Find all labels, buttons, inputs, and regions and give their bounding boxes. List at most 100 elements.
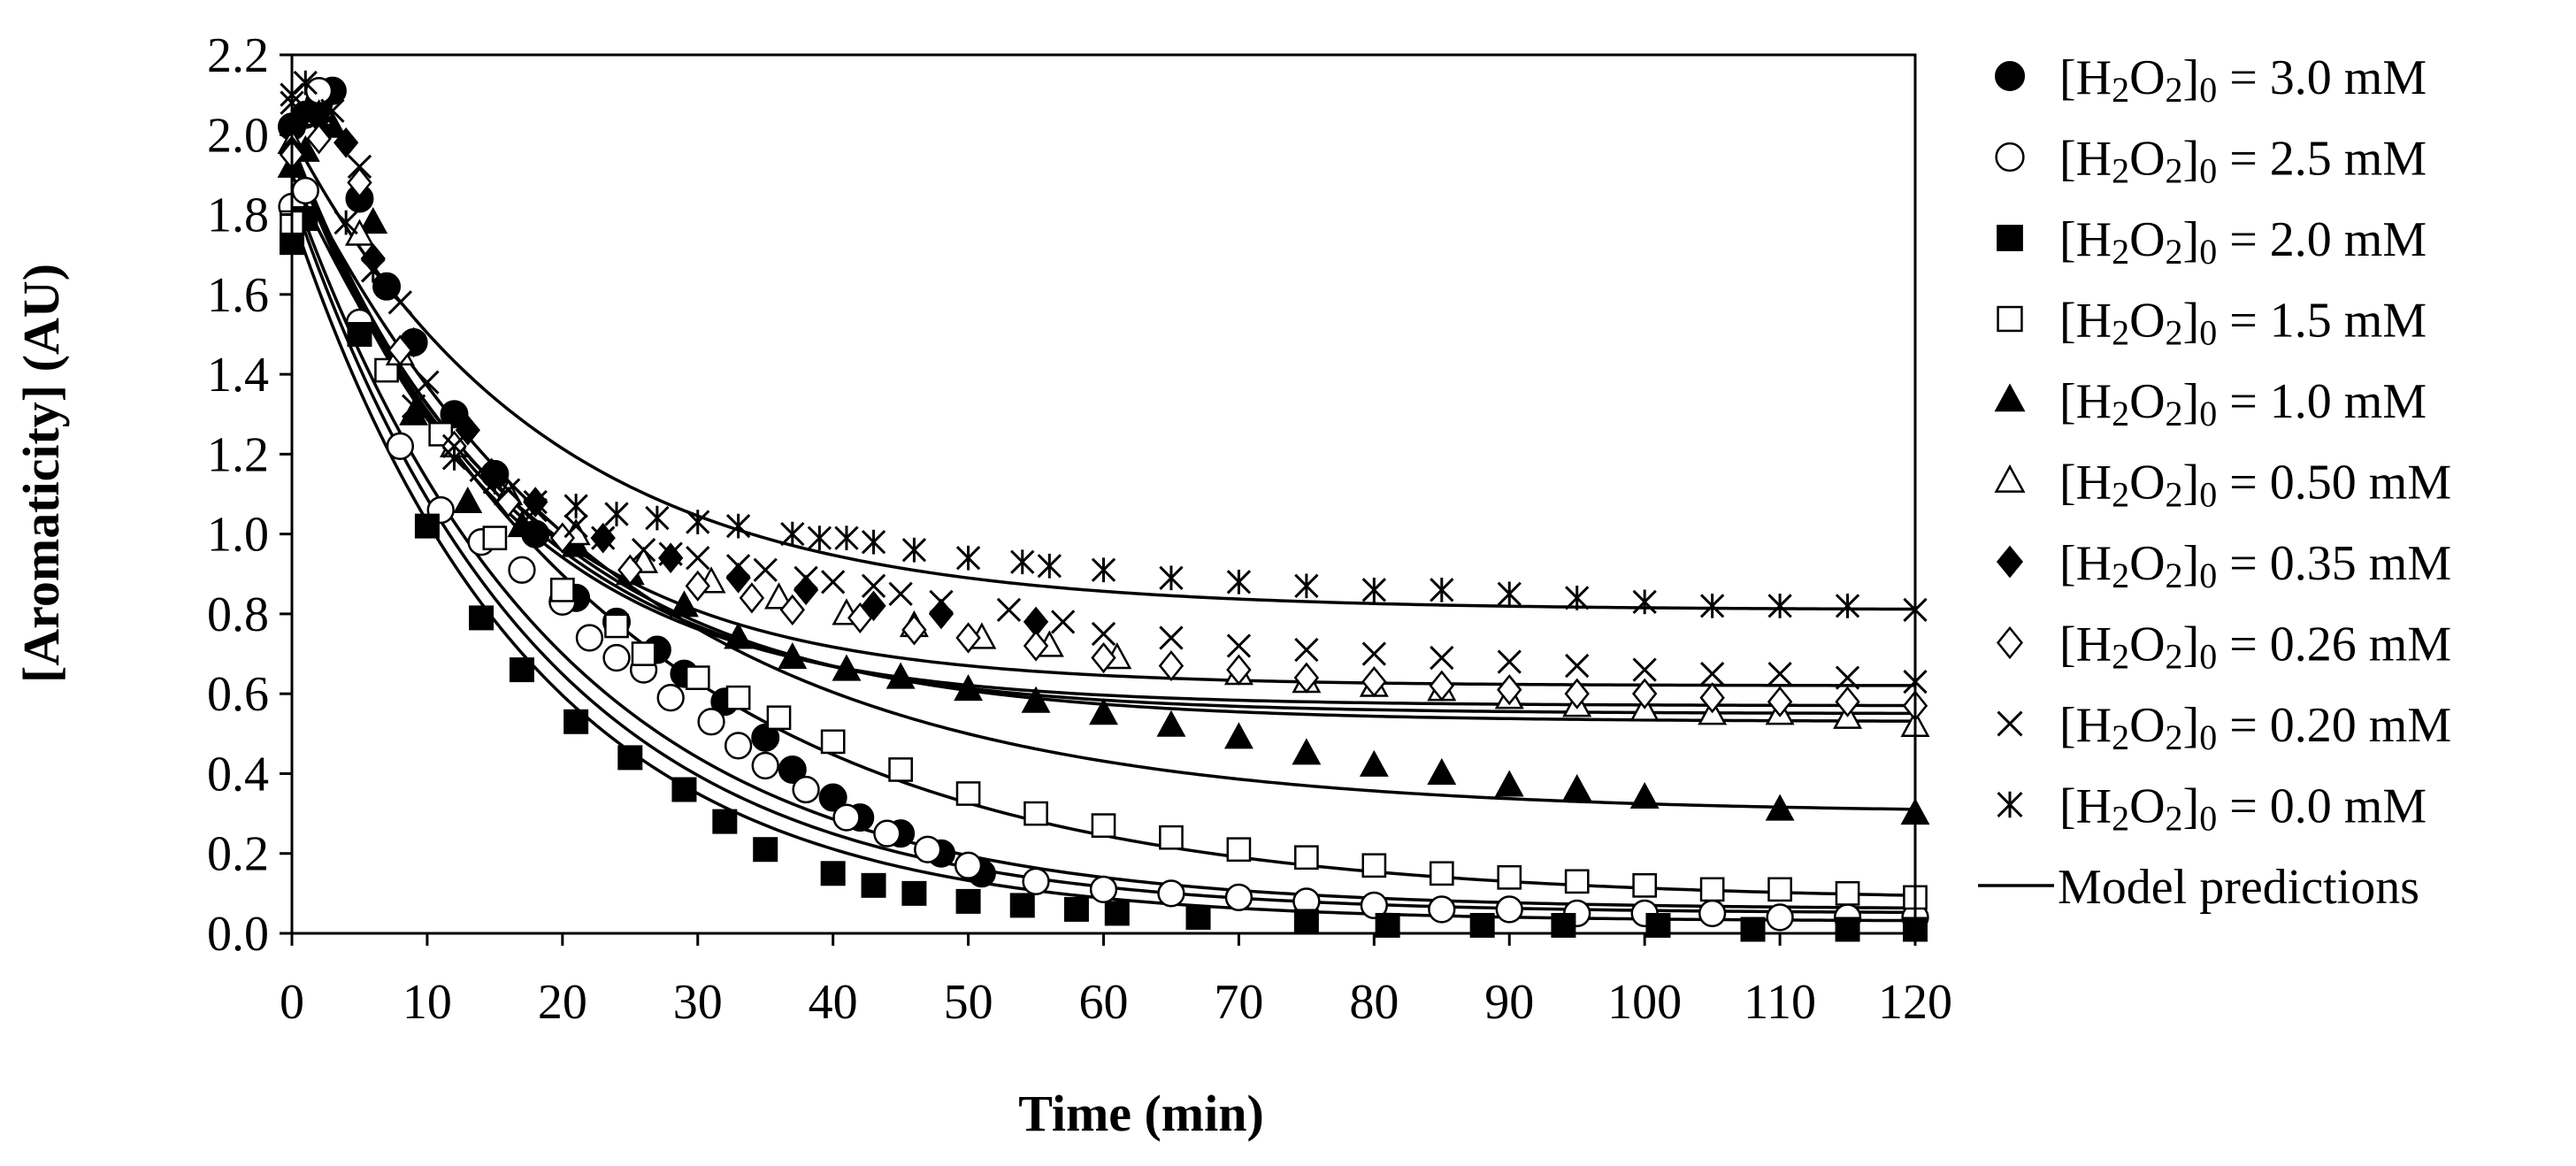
marker-shape [685, 570, 710, 602]
data-point [886, 662, 916, 689]
x-tick-label: 110 [1744, 975, 1816, 1030]
marker-shape [1767, 877, 1792, 902]
data-point [955, 545, 981, 571]
marker-shape [1009, 893, 1035, 918]
legend-text-part: O [2129, 698, 2165, 753]
marker-stroke [1767, 661, 1792, 687]
marker-stroke [1632, 657, 1657, 682]
marker-shape [1835, 686, 1860, 717]
data-point [724, 622, 754, 649]
data-point [751, 751, 779, 780]
x-tick-label: 0 [280, 975, 304, 1030]
marker-shape [1429, 861, 1454, 886]
marker-shape [344, 219, 374, 246]
x-tick-label: 60 [1079, 975, 1129, 1030]
marker-shape [1089, 698, 1118, 725]
marker-shape [766, 705, 792, 731]
marker-shape [482, 525, 508, 550]
marker-stroke [631, 538, 656, 563]
data-point [807, 525, 832, 551]
data-point [1430, 577, 1454, 602]
legend-text-part: = 2.0 mM [2217, 212, 2426, 267]
data-point [914, 835, 942, 863]
marker-shape [847, 602, 873, 634]
data-point [888, 581, 913, 607]
y-tick-label: 1.0 [207, 508, 269, 563]
data-point [1767, 661, 1792, 687]
marker-shape [1292, 738, 1322, 765]
marker-stroke [861, 573, 886, 598]
legend-marker [1996, 545, 2024, 579]
marker-shape [1631, 678, 1658, 710]
data-point [901, 880, 927, 906]
legend-subscript: 2 [2112, 798, 2129, 838]
legend-model-text: Model predictions [2058, 860, 2419, 915]
data-markers [277, 70, 1930, 942]
legend-text-part: ] [2183, 618, 2200, 672]
data-point [1495, 895, 1523, 924]
data-point [1104, 901, 1130, 926]
data-point [766, 705, 792, 731]
data-point [794, 565, 818, 590]
marker-shape [564, 709, 589, 734]
legend-subscript: 2 [2112, 312, 2129, 352]
marker-shape [453, 486, 483, 514]
data-point [1226, 654, 1252, 686]
data-point [686, 510, 710, 534]
data-point [347, 154, 372, 180]
marker-shape [1361, 666, 1387, 698]
legend-entry-text: [H2O2]0 = 0.26 mM [2059, 618, 2451, 677]
legend-subscript: 0 [2199, 556, 2217, 595]
data-point [1631, 678, 1658, 710]
legend-subscript: 0 [2199, 312, 2217, 352]
marker-stroke [347, 154, 372, 180]
legend-text-part: = 2.5 mM [2217, 132, 2426, 187]
marker-stroke [1050, 610, 1076, 634]
legend-entry-text: [H2O2]0 = 0.20 mM [2059, 698, 2451, 757]
marker-shape [1564, 678, 1590, 710]
data-point [440, 400, 469, 429]
data-point [1024, 801, 1048, 826]
marker-shape [1360, 891, 1388, 920]
marker-shape [1361, 853, 1387, 878]
data-point [575, 624, 604, 652]
marker-shape [549, 577, 575, 602]
marker-shape [685, 665, 710, 690]
data-point [1226, 569, 1252, 595]
data-point [792, 775, 820, 804]
data-point [1429, 861, 1454, 886]
marker-shape [873, 819, 901, 848]
data-point [1224, 883, 1254, 912]
data-point [873, 819, 901, 848]
marker-stroke [1430, 645, 1454, 671]
legend-subscript: 2 [2112, 70, 2129, 110]
data-point [821, 570, 846, 595]
marker-shape [1629, 781, 1660, 809]
marker-shape [1995, 61, 2025, 91]
legend-marker [1997, 305, 2023, 333]
data-point [1360, 891, 1388, 920]
data-point [1767, 877, 1792, 902]
legend-text-part: O [2129, 536, 2165, 591]
data-point [1223, 722, 1254, 749]
data-point [656, 684, 685, 712]
data-point [1294, 573, 1319, 599]
marker-shape [1185, 904, 1211, 930]
data-point [685, 570, 710, 602]
y-tick-label: 2.2 [207, 28, 269, 83]
legend-text-part: O [2129, 618, 2165, 672]
data-point [1497, 674, 1522, 706]
data-point [604, 502, 629, 526]
marker-shape [954, 674, 984, 702]
data-point [1091, 621, 1116, 647]
data-point [1156, 710, 1186, 737]
marker-shape [1021, 686, 1051, 713]
legend-entry-text: [H2O2]0 = 0.0 mM [2059, 779, 2426, 839]
data-point [1629, 781, 1660, 809]
data-point [1835, 686, 1860, 717]
data-point [1359, 749, 1389, 777]
legend-text-part: O [2129, 294, 2165, 349]
data-point [686, 546, 710, 571]
legend-subscript: 2 [2112, 636, 2129, 676]
data-point [387, 334, 413, 366]
